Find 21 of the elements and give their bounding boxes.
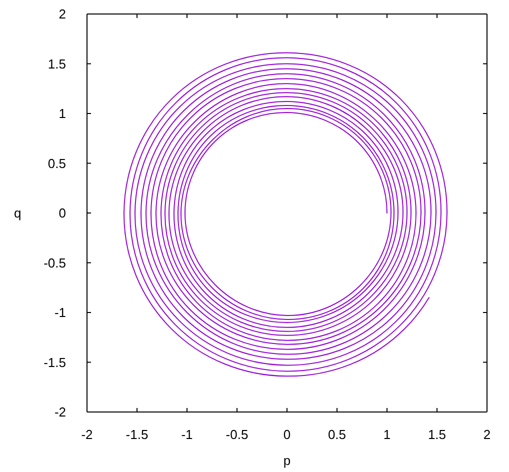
x-tick-label: 1 <box>383 427 391 442</box>
y-tick-label: 0 <box>58 206 66 221</box>
y-tick-label: -0.5 <box>44 255 66 270</box>
x-tick-label: 0 <box>283 427 291 442</box>
y-tick-label: -1 <box>54 305 66 320</box>
y-axis-title: q <box>14 206 22 221</box>
line-series <box>124 52 448 377</box>
y-tick-label: 0.5 <box>48 156 66 171</box>
x-tick-label: -1.5 <box>126 427 148 442</box>
y-tick-label: 1.5 <box>48 56 66 72</box>
x-tick-label: -0.5 <box>226 427 248 442</box>
x-tick-label: 1.5 <box>428 427 446 442</box>
x-tick-label: -1 <box>181 427 193 442</box>
x-tick-label: -2 <box>81 427 93 442</box>
y-tick-label: 1 <box>58 106 66 122</box>
x-tick-label: 0.5 <box>328 427 346 442</box>
x-axis-title: p <box>283 453 291 468</box>
y-tick-label: -2 <box>54 404 66 420</box>
y-tick-label: -1.5 <box>44 354 66 370</box>
y-tick-label: 2 <box>58 6 66 22</box>
x-tick-label: 2 <box>483 427 491 442</box>
